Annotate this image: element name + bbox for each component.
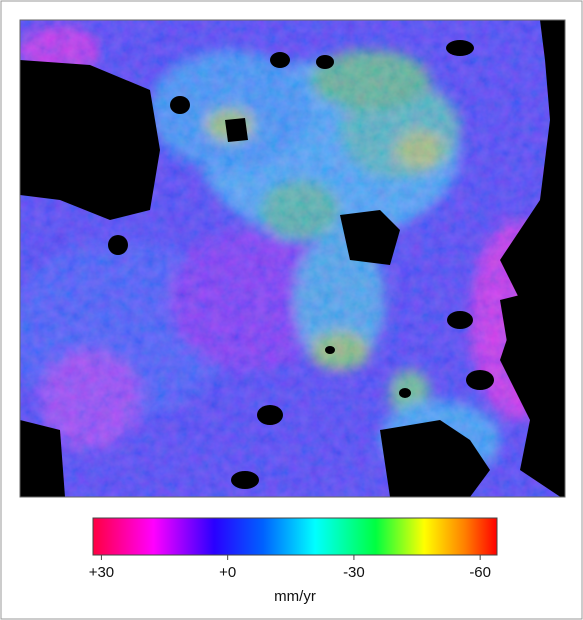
colorbar-tick-label: +30 xyxy=(89,564,114,581)
colorbar-unit: mm/yr xyxy=(274,588,316,605)
colorbar-tick-label: -30 xyxy=(343,564,365,581)
colorbar xyxy=(92,517,498,556)
map-border xyxy=(19,19,566,498)
colorbar-tick-label: -60 xyxy=(469,564,491,581)
deformation-map xyxy=(20,20,565,497)
colorbar-tick-label: +0 xyxy=(219,564,236,581)
